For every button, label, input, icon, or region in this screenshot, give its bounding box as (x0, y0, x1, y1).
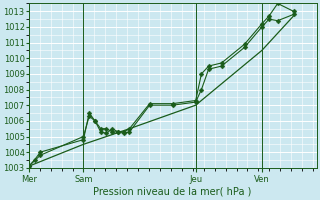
X-axis label: Pression niveau de la mer( hPa ): Pression niveau de la mer( hPa ) (93, 187, 252, 197)
